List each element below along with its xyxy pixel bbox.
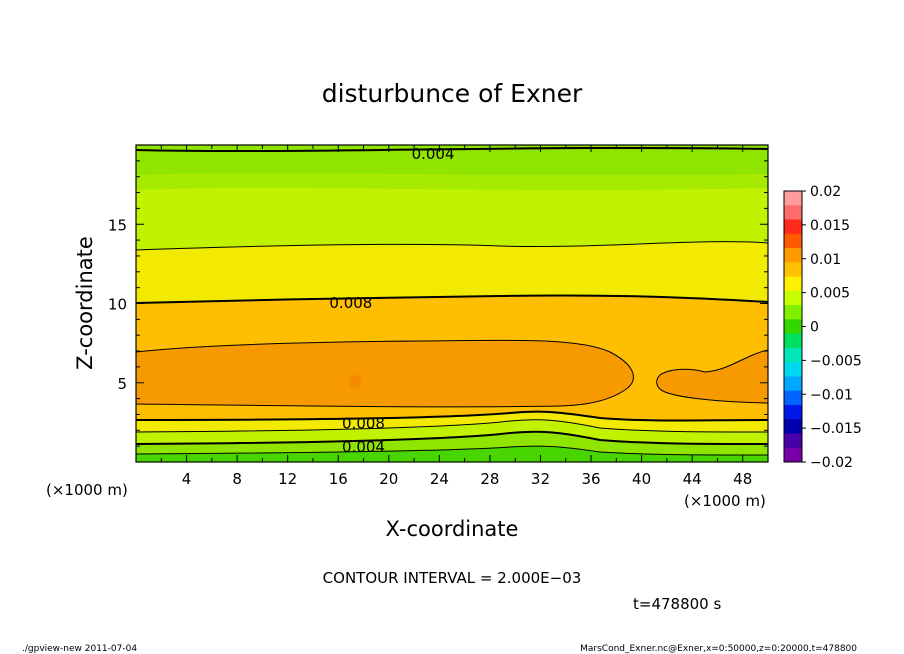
- x-axis-label: X-coordinate: [386, 517, 519, 541]
- colorbar-swatch: [784, 290, 802, 306]
- colorbar-swatch: [784, 433, 802, 449]
- contour-line-lower-thin: [136, 419, 768, 433]
- contour-label: 0.004: [342, 438, 385, 456]
- colorbar-swatch: [784, 205, 802, 221]
- contour-line-center: [136, 339, 634, 408]
- colorbar-swatch: [784, 262, 802, 278]
- contour-line-0008-lower: [136, 410, 768, 422]
- x-tick-label: 16: [329, 470, 348, 488]
- x-tick-label: 36: [581, 470, 600, 488]
- colorbar-swatch: [784, 362, 802, 377]
- time-label: t=478800 s: [633, 595, 721, 613]
- x-tick-label: 48: [733, 470, 752, 488]
- x-unit-left: (×1000 m): [46, 481, 128, 499]
- colorbar-tick-label: −0.005: [810, 353, 862, 369]
- y-tick-label: 15: [108, 216, 127, 234]
- colorbar-swatch: [784, 347, 802, 363]
- x-tick-label: 40: [632, 470, 651, 488]
- contour-line-top: [136, 146, 768, 153]
- contour-line-bottom: [136, 445, 768, 456]
- x-axis: 4 8 12 16 20 24 28 32 36 40 44 48: [160, 145, 752, 488]
- band-bottom-green: [136, 446, 768, 462]
- chart-title: disturbunce of Exner: [322, 79, 583, 108]
- band-spot: [348, 375, 362, 389]
- y-tick-label: 10: [108, 296, 127, 314]
- band-orange: [136, 340, 634, 407]
- contour-interval-text: CONTOUR INTERVAL = 2.000E−03: [323, 569, 582, 587]
- colorbar-swatch: [784, 376, 802, 392]
- contour-line-0004-lower: [136, 430, 768, 445]
- colorbar-tick-label: −0.015: [810, 421, 862, 437]
- colorbar-swatch: [784, 390, 802, 406]
- colorbar-swatch: [784, 233, 802, 249]
- y-axis: 5 10 15: [108, 160, 768, 447]
- x-unit-right: (×1000 m): [684, 492, 766, 510]
- colorbar: 0.02 0.015 0.01 0.005 0 −0.005 −0.01 −0.015 −0.0…: [783, 184, 862, 471]
- x-tick-label: 20: [379, 470, 398, 488]
- x-tick-label: 32: [531, 470, 550, 488]
- contour-line-0008-upper: [136, 294, 768, 304]
- colorbar-swatch: [784, 305, 802, 320]
- contour-label: 0.008: [342, 414, 385, 432]
- colorbar-tick-label: −0.02: [810, 455, 853, 471]
- colorbar-tick-label: −0.01: [810, 387, 853, 403]
- colorbar-swatch: [784, 319, 802, 335]
- colorbar-swatch: [784, 333, 802, 349]
- colorbar-swatch: [784, 447, 802, 463]
- filled-contour-field: [136, 145, 768, 462]
- colorbar-swatch: [784, 404, 802, 420]
- footer-left: ./gpview-new 2011-07-04: [22, 644, 137, 654]
- band-orange-right: [656, 350, 768, 403]
- contour-line-center-right: [656, 349, 768, 404]
- colorbar-swatch: [784, 419, 802, 434]
- colorbar-swatch: [784, 191, 802, 206]
- contour-lines: [136, 146, 768, 456]
- colorbar-tick-label: 0.015: [810, 218, 850, 234]
- x-tick-label: 24: [430, 470, 449, 488]
- contour-label: 0.004: [412, 145, 455, 163]
- x-tick-label: 4: [182, 470, 192, 488]
- contour-label: 0.008: [329, 294, 372, 312]
- x-tick-label: 12: [278, 470, 297, 488]
- colorbar-tick-label: 0.005: [810, 286, 850, 302]
- colorbar-tick-label: 0.01: [810, 252, 841, 268]
- colorbar-swatch: [784, 248, 802, 263]
- x-tick-label: 44: [683, 470, 702, 488]
- contour-line-upper: [136, 241, 768, 251]
- y-tick-label: 5: [117, 375, 127, 393]
- colorbar-tick-label: 0.02: [810, 184, 841, 200]
- x-tick-label: 8: [232, 470, 242, 488]
- x-tick-label: 28: [480, 470, 499, 488]
- colorbar-swatch: [784, 219, 802, 235]
- colorbar-swatch: [784, 276, 802, 292]
- contour-labels: 0.004 0.008 0.008 0.004: [329, 145, 455, 456]
- colorbar-tick-label: 0: [810, 320, 819, 336]
- y-axis-label: Z-coordinate: [73, 236, 97, 370]
- footer-right: MarsCond_Exner.nc@Exner,x=0:50000,z=0:20…: [580, 644, 857, 654]
